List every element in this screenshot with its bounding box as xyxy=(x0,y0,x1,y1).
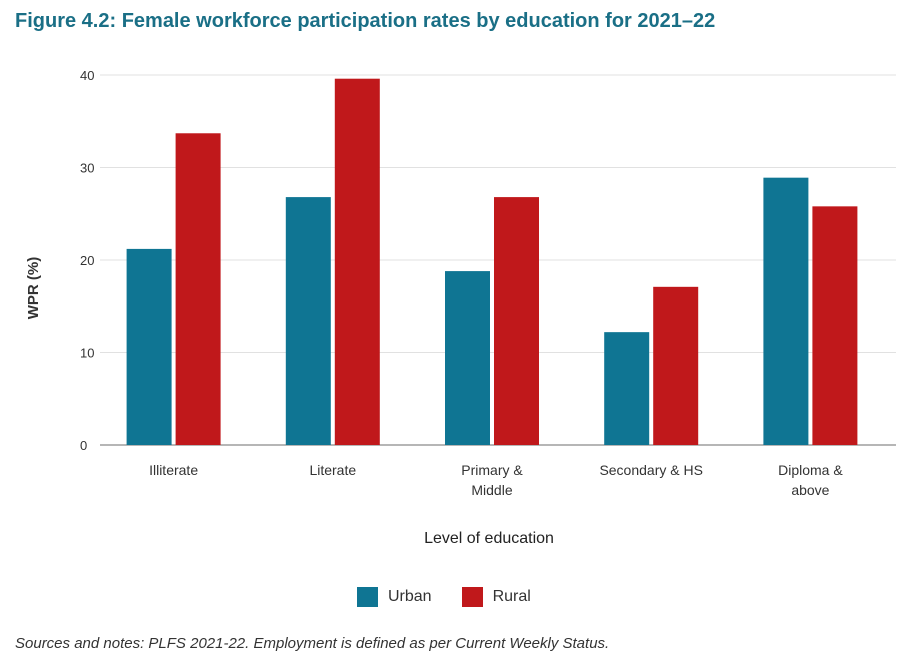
legend-label-urban: Urban xyxy=(388,588,432,605)
bar-rural-1 xyxy=(175,133,221,445)
y-tick-label: 20 xyxy=(80,253,94,268)
bar-urban-4 xyxy=(604,332,650,445)
bar-rural-5 xyxy=(812,206,858,445)
x-tick-label: Literate xyxy=(309,462,356,478)
y-tick-label: 40 xyxy=(80,68,94,83)
footnote: Sources and notes: PLFS 2021-22. Employm… xyxy=(15,635,610,652)
legend-label-rural: Rural xyxy=(492,588,531,605)
y-tick-label: 30 xyxy=(80,161,94,176)
bar-urban-5 xyxy=(763,177,809,446)
bar-urban-2 xyxy=(285,197,331,445)
bars xyxy=(126,78,858,446)
x-tick-label: Secondary & HS xyxy=(599,462,703,478)
legend: Urban Rural xyxy=(357,587,561,607)
x-tick-label: Primary & Middle xyxy=(461,462,523,498)
bar-urban-1 xyxy=(126,248,172,445)
y-tick-label: 10 xyxy=(80,346,94,361)
bar-rural-4 xyxy=(653,286,699,445)
x-tick-label: Diploma & above xyxy=(778,462,843,498)
legend-item-urban: Urban xyxy=(357,587,432,607)
y-axis-label: WPR (%) xyxy=(25,257,42,320)
x-tick-label: Illiterate xyxy=(149,462,198,478)
x-tick-labels: Illiterate Literate Primary & Middle Seconda… xyxy=(149,462,843,498)
bar-rural-2 xyxy=(334,78,380,445)
bar-rural-3 xyxy=(494,197,539,445)
y-tick-label: 0 xyxy=(80,438,87,453)
bar-chart: 0 10 20 30 40 Illiterate Literate Primary & Mid… xyxy=(25,68,896,547)
legend-item-rural: Rural xyxy=(461,587,531,607)
bar-urban-3 xyxy=(445,271,490,445)
y-tick-labels: 0 10 20 30 40 xyxy=(80,68,94,453)
legend-swatch-urban xyxy=(357,587,378,607)
x-axis-label: Level of education xyxy=(424,530,554,547)
legend-swatch-rural xyxy=(461,587,483,607)
chart-title: Figure 4.2: Female workforce participati… xyxy=(15,10,716,32)
